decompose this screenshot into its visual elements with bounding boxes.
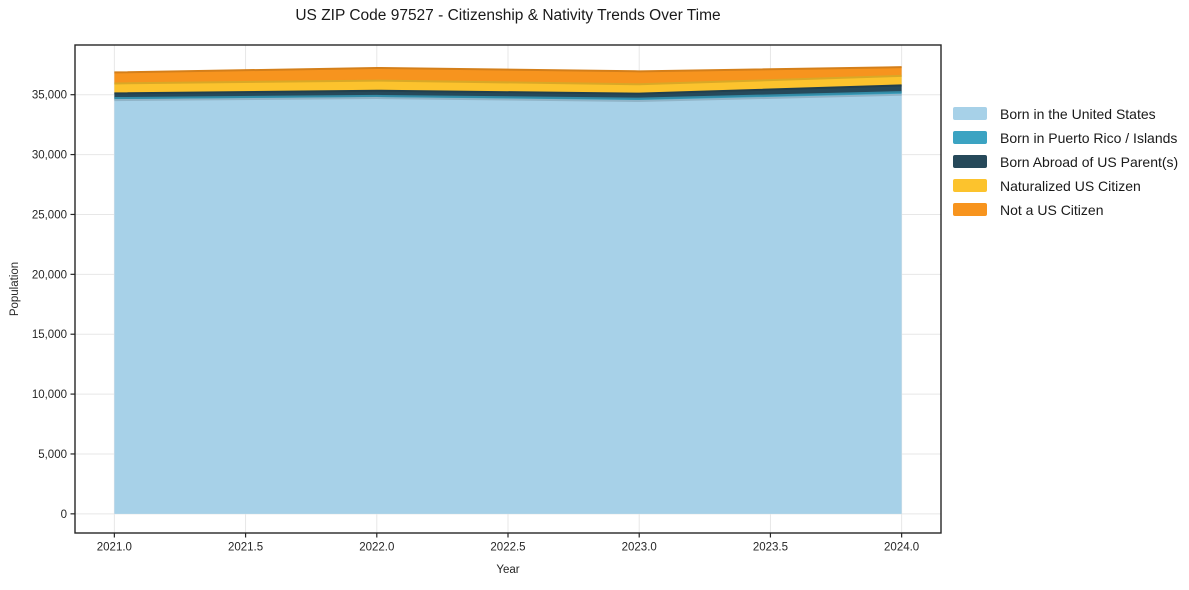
x-axis-label: Year — [496, 564, 520, 576]
legend-swatch — [953, 179, 987, 192]
x-tick-label: 2022.5 — [490, 542, 525, 554]
area-series-edge — [114, 93, 902, 103]
legend-label: Born in Puerto Rico / Islands — [1000, 129, 1178, 146]
x-tick-label: 2023.5 — [753, 542, 788, 554]
area-series — [114, 85, 902, 99]
y-tick-labels: 0 5,000 10,000 15,000 20,000 25,000 30,000 35,0… — [32, 90, 67, 521]
legend-label: Born Abroad of US Parent(s) — [1000, 153, 1179, 170]
y-tick-label: 25,000 — [32, 209, 67, 221]
legend-item: Born in Puerto Rico / Islands — [953, 129, 1178, 146]
area-series — [114, 67, 902, 85]
legend-item: Not a US Citizen — [953, 201, 1178, 218]
stacked-areas — [114, 67, 902, 514]
y-tick-label: 20,000 — [32, 269, 67, 281]
x-tick-label: 2023.0 — [622, 542, 657, 554]
tick-marks — [70, 94, 903, 538]
area-series-edge — [114, 91, 902, 100]
legend-swatch — [953, 107, 987, 120]
legend-label: Born in the United States — [1000, 105, 1156, 122]
area-series-edge — [114, 74, 902, 86]
chart-title: US ZIP Code 97527 - Citizenship & Nativi… — [295, 7, 721, 24]
y-tick-label: 5,000 — [38, 449, 67, 461]
x-tick-label: 2021.5 — [228, 542, 263, 554]
area-edges — [114, 66, 902, 103]
y-tick-label: 30,000 — [32, 150, 67, 162]
legend: Born in the United States Born in Puerto … — [953, 105, 1179, 218]
y-axis-label: Population — [9, 261, 21, 317]
y-tick-label: 35,000 — [32, 90, 67, 102]
legend-swatch — [953, 155, 987, 168]
x-tick-label: 2022.0 — [359, 542, 394, 554]
legend-item: Born Abroad of US Parent(s) — [953, 153, 1179, 170]
area-series-edge — [114, 84, 902, 95]
y-tick-label: 0 — [61, 509, 67, 521]
y-tick-label: 15,000 — [32, 329, 67, 341]
x-tick-labels: 2021.0 2021.5 2022.0 2022.5 2023.0 2023.5 2024… — [97, 542, 919, 554]
area-series — [114, 75, 902, 94]
legend-swatch — [953, 131, 987, 144]
area-series-edge — [114, 66, 902, 74]
legend-item: Naturalized US Citizen — [953, 177, 1178, 194]
x-tick-label: 2024.0 — [884, 542, 919, 554]
area-series — [114, 94, 902, 514]
legend-label: Not a US Citizen — [1000, 201, 1104, 218]
y-tick-label: 10,000 — [32, 389, 67, 401]
legend-label: Naturalized US Citizen — [1000, 177, 1141, 194]
legend-item: Born in the United States — [953, 105, 1178, 122]
legend-swatch — [953, 203, 987, 216]
x-tick-label: 2021.0 — [97, 542, 132, 554]
